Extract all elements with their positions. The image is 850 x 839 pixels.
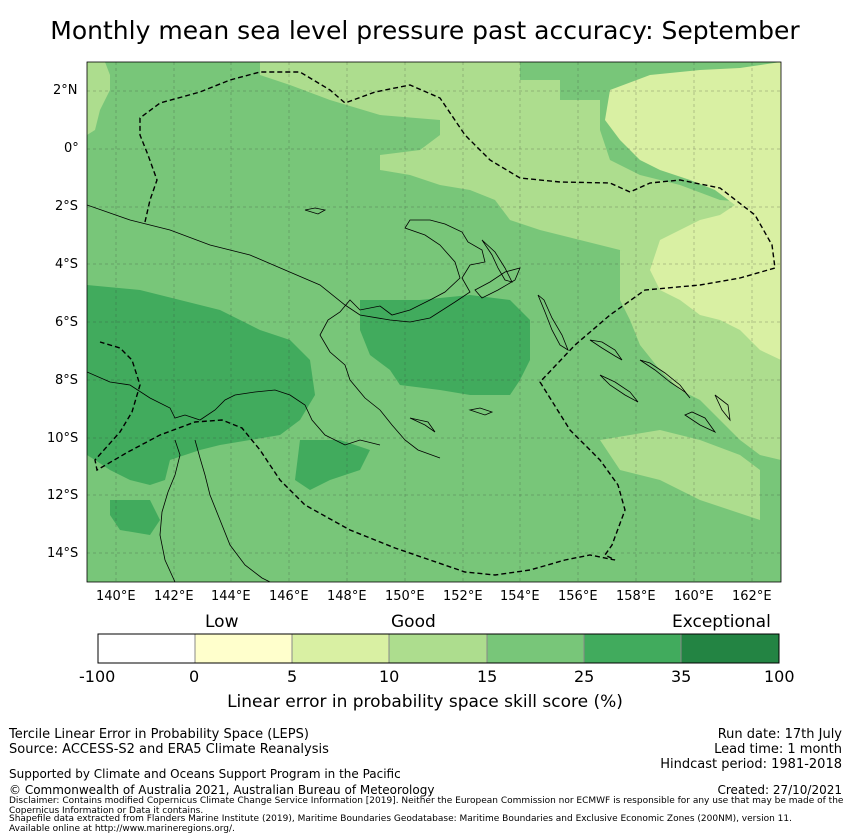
footer-shapefile: Shapefile data extracted from Flanders M… [9,814,792,834]
solomon-islands-3 [599,374,639,403]
new-guinea-coast [87,204,486,459]
skill-region-central-dark [360,295,530,395]
skill-region-south-dark [110,500,160,535]
skill-region-north-light [260,62,781,300]
colorbar-segment-4 [389,634,487,663]
footer-disclaimer: Disclaimer: Contains modified Copernicus… [9,796,844,816]
eez-boundary [94,71,776,576]
lat-label-8s: 8°S [55,373,79,388]
colorbar-label-good: Good [391,612,436,632]
lat-label-12s: 12°S [47,488,79,503]
lat-label-2n: 2°N [53,83,78,98]
cape-york-coast [159,439,181,582]
colorbar-segment-3 [292,634,389,663]
map-area [87,62,781,582]
new-ireland [481,239,513,283]
lon-label-156e: 156°E [558,589,598,604]
dentrecasteaux [409,417,436,433]
solomon-islands-5 [714,394,731,422]
lat-label-0: 0° [64,141,79,156]
lon-label-144e: 144°E [211,589,251,604]
lon-label-142e: 142°E [154,589,194,604]
footer-lead-time: Lead time: 1 month [714,742,842,757]
colorbar-tick-35: 35 [671,667,692,686]
coastlines [87,204,731,582]
colorbar-tick-15: 15 [477,667,498,686]
lon-label-160e: 160°E [674,589,714,604]
bougainville [537,294,569,351]
new-britain [474,267,521,299]
map-title: Monthly mean sea level pressure past acc… [50,16,800,45]
footer-method: Tercile Linear Error in Probability Spac… [9,727,309,742]
footer-copyright: © Commonwealth of Australia 2021, Austra… [9,783,435,797]
colorbar-tick-0: 0 [189,667,200,686]
lat-label-14s: 14°S [47,546,79,561]
lon-label-154e: 154°E [500,589,540,604]
colorbar-tick-100: 100 [764,667,795,686]
lon-label-152e: 152°E [443,589,483,604]
louisiade [468,407,494,416]
cape-york-east [194,439,271,582]
lat-label-6s: 6°S [55,315,79,330]
lat-label-4s: 4°S [55,257,79,272]
colorbar-label-exceptional: Exceptional [672,612,771,632]
colorbar-tick-neg100: -100 [79,667,116,686]
lon-label-140e: 140°E [96,589,136,604]
colorbar-title: Linear error in probability space skill … [227,692,623,712]
colorbar-segment-6 [584,634,681,663]
manus-island [304,207,327,215]
footer-created: Created: 27/10/2021 [717,783,842,797]
lon-label-162e: 162°E [732,589,772,604]
skill-region-west-dark [87,285,315,485]
lon-label-158e: 158°E [616,589,656,604]
lon-label-146e: 146°E [269,589,309,604]
skill-region-south-east [600,430,760,520]
footer-source: Source: ACCESS-S2 and ERA5 Climate Reana… [9,742,329,757]
lon-label-148e: 148°E [327,589,367,604]
colorbar-label-low: Low [205,612,239,632]
skill-region-exceptional-east [605,62,781,360]
lat-label-2s: 2°S [55,199,79,214]
colorbar [97,633,780,664]
colorbar-tick-5: 5 [287,667,298,686]
colorbar-tick-25: 25 [574,667,595,686]
lon-label-150e: 150°E [385,589,425,604]
skill-region-west-coast [87,62,110,135]
footer-hindcast: Hindcast period: 1981-2018 [660,757,842,772]
skill-region-central-south-dark [295,440,370,490]
new-guinea-south-coast [87,371,381,446]
colorbar-segment-2 [195,634,292,663]
colorbar-dividers [194,634,682,663]
colorbar-tick-10: 10 [379,667,400,686]
solomon-islands-1 [589,339,623,361]
lat-label-10s: 10°S [47,431,79,446]
map-frame [86,61,782,583]
colorbar-segment-7 [681,634,779,663]
solomon-islands-4 [684,411,717,434]
solomon-islands-2 [639,359,691,399]
colorbar-segment-5 [487,634,584,663]
footer-support: Supported by Climate and Oceans Support … [9,767,401,781]
footer-run-date: Run date: 17th July [717,727,842,742]
colorbar-segment-1 [98,634,195,663]
colorbar-frame [97,633,780,664]
